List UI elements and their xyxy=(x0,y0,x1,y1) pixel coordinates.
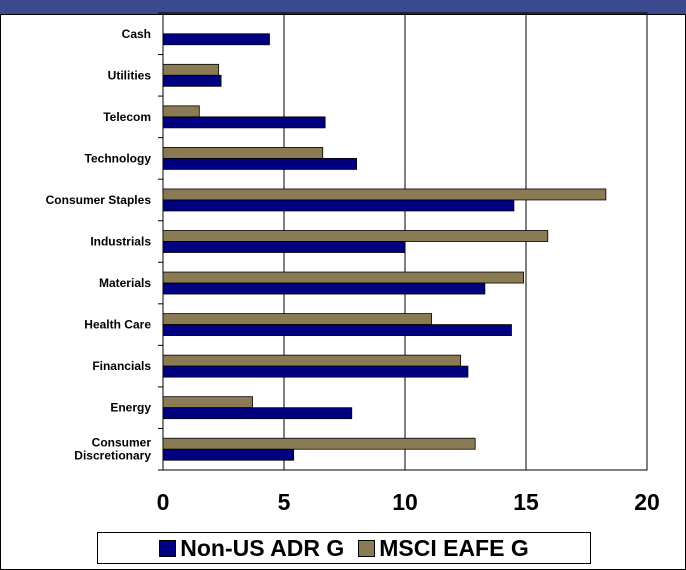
bar-series-1-10 xyxy=(162,437,476,450)
category-label-line-2-0: Telecom xyxy=(103,110,151,124)
bar-series-1-5 xyxy=(162,230,549,242)
legend-item-series-1: MSCI EAFE G xyxy=(358,535,529,562)
legend-label-series-0: Non-US ADR G xyxy=(180,534,345,561)
category-label-9: Energy xyxy=(110,401,151,415)
category-label-line-0-0: Cash xyxy=(122,27,151,41)
category-label-6: Materials xyxy=(99,276,151,290)
category-label-8: Financials xyxy=(92,359,151,373)
category-label-7: Health Care xyxy=(84,318,151,332)
x-tick-label-0: 0 xyxy=(157,489,170,515)
bar-series-1-3 xyxy=(162,147,324,159)
bar-series-1-7 xyxy=(162,313,433,325)
bar-series-0-3 xyxy=(162,158,358,170)
category-label-10: Consumer Discretionary xyxy=(74,436,151,463)
bar-series-1-9 xyxy=(162,396,253,409)
category-label-line-4-0: Consumer Staples xyxy=(46,193,152,207)
legend-swatch-series-0 xyxy=(159,539,177,557)
legend-swatch-series-1 xyxy=(358,539,376,557)
category-label-line-1-0: Utilities xyxy=(108,68,152,82)
x-tick-label-4: 20 xyxy=(634,489,660,515)
category-label-line-3-0: Technology xyxy=(85,151,152,165)
x-tick-label-1: 5 xyxy=(278,489,291,515)
category-label-line-7-0: Health Care xyxy=(84,318,151,332)
x-tick-label-2: 10 xyxy=(392,489,418,515)
bar-series-0-8 xyxy=(162,365,469,378)
legend-item-series-0: Non-US ADR G xyxy=(159,535,344,562)
bar-series-0-10 xyxy=(162,448,295,461)
bar-series-1-1 xyxy=(162,63,220,76)
bar-series-1-8 xyxy=(162,354,462,367)
category-label-5: Industrials xyxy=(90,235,151,249)
category-label-line-5-0: Industrials xyxy=(90,235,151,249)
category-label-line-10-1: Discretionary xyxy=(74,449,151,463)
bar-series-0-2 xyxy=(162,116,326,129)
category-label-1: Utilities xyxy=(108,68,152,82)
category-label-line-10-0: Consumer xyxy=(92,436,152,450)
bar-series-0-6 xyxy=(162,282,486,295)
bar-series-0-5 xyxy=(162,241,406,253)
bar-series-1-2 xyxy=(162,105,200,118)
category-label-line-9-0: Energy xyxy=(110,401,151,415)
bar-series-1-6 xyxy=(162,271,524,284)
top-band xyxy=(0,0,686,14)
legend-label-series-1: MSCI EAFE G xyxy=(379,534,529,561)
bar-series-0-4 xyxy=(162,199,515,212)
category-label-line-6-0: Materials xyxy=(99,276,151,290)
category-label-0: Cash xyxy=(122,27,151,41)
category-label-4: Consumer Staples xyxy=(46,193,152,207)
category-label-line-8-0: Financials xyxy=(92,359,151,373)
category-label-3: Technology xyxy=(85,151,152,165)
bar-series-1-4 xyxy=(162,188,607,201)
bar-series-0-0 xyxy=(162,33,270,46)
bar-series-0-1 xyxy=(162,74,222,87)
x-tick-label-3: 15 xyxy=(513,489,539,515)
category-label-2: Telecom xyxy=(103,110,151,124)
bar-series-0-9 xyxy=(162,407,353,420)
bar-series-0-7 xyxy=(162,324,512,336)
legend: Non-US ADR G MSCI EAFE G xyxy=(97,532,591,564)
